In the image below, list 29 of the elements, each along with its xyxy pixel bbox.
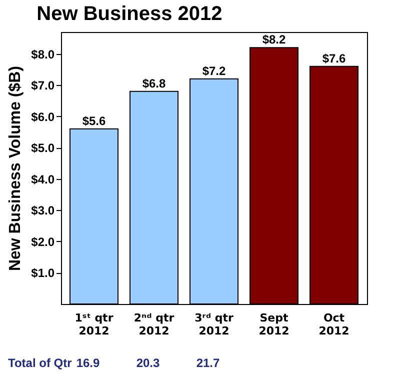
y-tick-label: $2.0 xyxy=(31,234,55,249)
y-axis-title: New Business Volume ($B) xyxy=(7,66,24,272)
y-tick-label: $6.0 xyxy=(31,110,55,124)
text: Total of Qtr xyxy=(8,356,72,370)
bar xyxy=(190,78,238,304)
bar xyxy=(130,90,178,304)
y-tick-label: $5.0 xyxy=(31,141,55,156)
text: 20.3 xyxy=(136,356,160,370)
y-tick-label: $3.0 xyxy=(31,204,55,218)
x-tick-label: 1ˢᵗ qtr 2012 xyxy=(74,312,114,338)
data-label: $5.6 xyxy=(82,114,106,128)
x-tick-label: 3ʳᵈ qtr 2012 xyxy=(194,312,234,338)
y-tick-label: $4.0 xyxy=(31,172,55,186)
x-tick-label: 2ⁿᵈ qtr 2012 xyxy=(134,312,175,338)
bar xyxy=(70,128,118,304)
data-label: $8.2 xyxy=(262,32,286,47)
x-tick-label: Oct 2012 xyxy=(318,312,350,338)
bar xyxy=(310,66,358,304)
data-label: $7.2 xyxy=(202,64,226,78)
text: 21.7 xyxy=(196,356,220,370)
data-label: $7.6 xyxy=(322,51,346,66)
chart-title: New Business 2012 xyxy=(36,3,222,25)
bar xyxy=(250,47,298,304)
text: 16.9 xyxy=(76,356,100,370)
data-label: $6.8 xyxy=(142,76,166,90)
y-tick-label: $7.0 xyxy=(31,78,55,93)
x-tick-label: Sept 2012 xyxy=(258,312,290,338)
y-tick-label: $8.0 xyxy=(31,47,55,62)
y-tick-label: $1.0 xyxy=(31,266,55,280)
